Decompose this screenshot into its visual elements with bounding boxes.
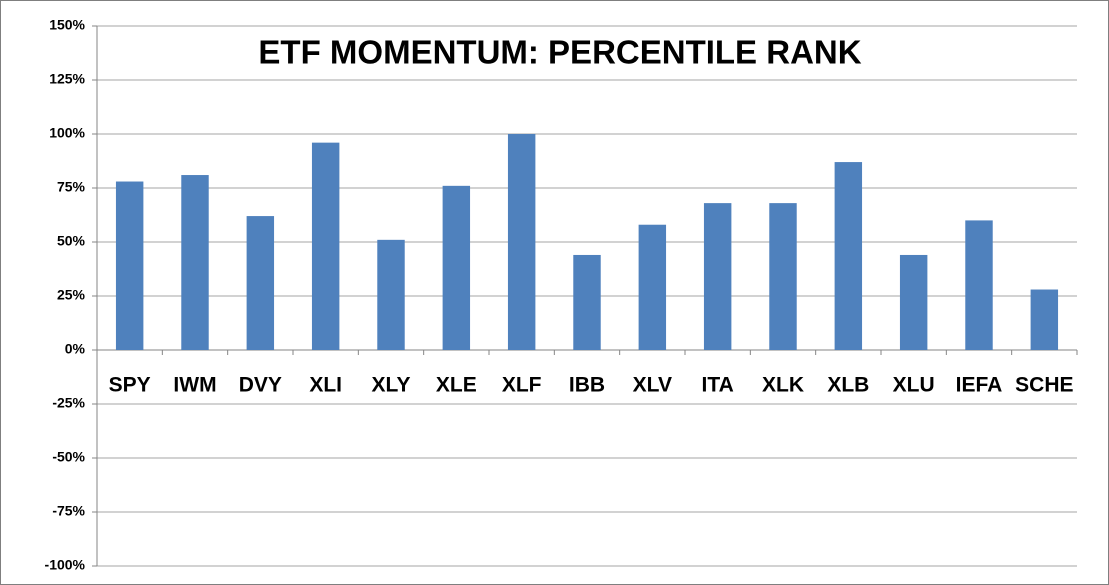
y-tick-label: -25% <box>52 395 85 411</box>
x-tick-label: IWM <box>173 374 216 397</box>
x-tick-label: XLU <box>893 374 935 397</box>
x-tick-label: IEFA <box>956 374 1003 397</box>
bar <box>899 254 928 350</box>
x-tick-label: XLV <box>633 374 672 397</box>
chart-title: ETF MOMENTUM: PERCENTILE RANK <box>258 34 861 71</box>
bar <box>573 254 601 350</box>
x-tick-label: SCHE <box>1015 374 1073 397</box>
y-tick-label: -100% <box>45 557 86 573</box>
y-tick-label: -75% <box>52 503 85 519</box>
bar <box>442 185 471 350</box>
bar <box>834 162 863 350</box>
y-tick-label: 0% <box>65 341 86 357</box>
bar <box>377 239 405 350</box>
x-tick-label: XLI <box>309 374 342 397</box>
x-tick-label: SPY <box>109 374 151 397</box>
y-tick-label: 25% <box>57 287 86 303</box>
y-tick-label: -50% <box>52 449 85 465</box>
y-tick-label: 125% <box>49 71 85 87</box>
bar <box>507 134 536 350</box>
x-tick-label: XLB <box>827 374 869 397</box>
bar <box>703 203 732 350</box>
bar <box>1030 289 1059 350</box>
x-tick-label: DVY <box>239 374 282 397</box>
bar <box>965 220 993 350</box>
x-tick-label: IBB <box>569 374 605 397</box>
bar <box>638 224 667 350</box>
y-tick-label: 50% <box>57 233 86 249</box>
y-tick-label: 100% <box>49 125 85 141</box>
y-tick-label: 150% <box>49 17 85 33</box>
bar <box>115 181 144 350</box>
bar <box>769 203 797 350</box>
bar <box>311 142 340 350</box>
x-tick-label: XLF <box>502 374 542 397</box>
x-tick-label: XLK <box>762 374 804 397</box>
x-tick-label: XLY <box>372 374 411 397</box>
bar <box>181 175 209 350</box>
x-tick-label: XLE <box>436 374 477 397</box>
bar <box>246 216 275 350</box>
x-tick-label: ITA <box>702 374 734 397</box>
y-tick-label: 75% <box>57 179 86 195</box>
